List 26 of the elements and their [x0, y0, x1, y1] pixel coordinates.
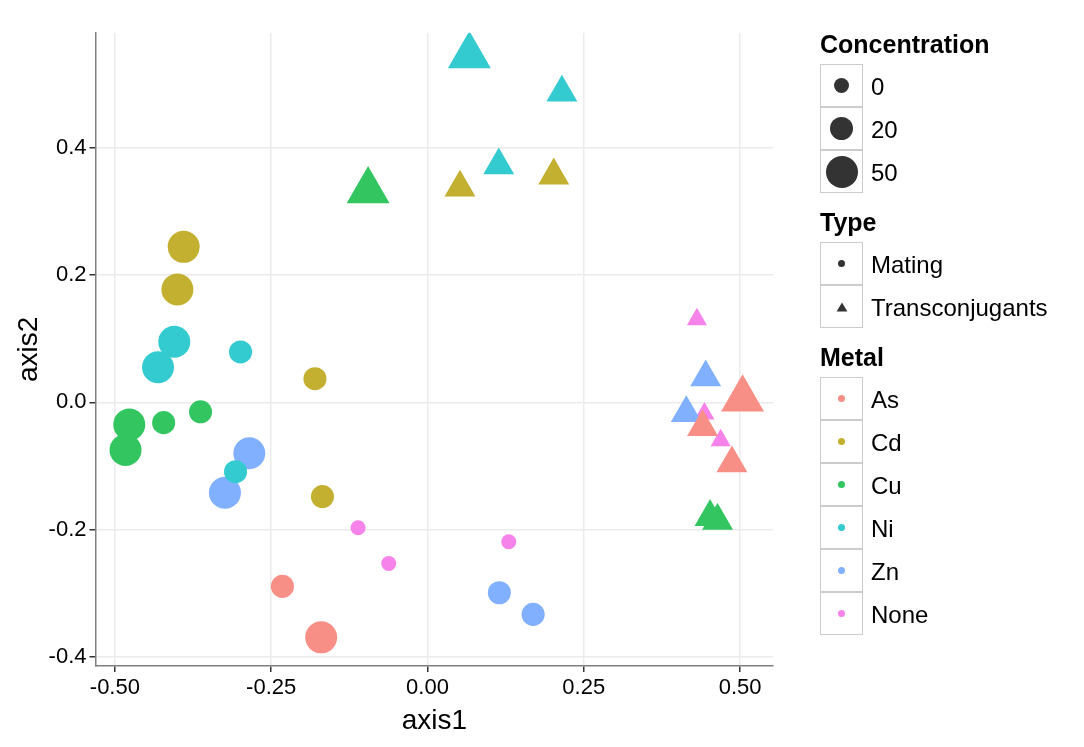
legend-label: 20: [871, 115, 898, 144]
legend-label: As: [871, 385, 900, 414]
legend-label: 0: [871, 72, 885, 101]
text: Transconjugants: [871, 293, 1048, 322]
x-axis-title: axis1: [401, 703, 468, 735]
x-tick-label: -0.50: [89, 674, 140, 700]
text: Concentration: [820, 30, 991, 59]
legend-label: None: [871, 600, 929, 629]
legend-label: Cu: [871, 471, 902, 500]
legend-label: Ni: [871, 514, 894, 543]
y-tick-label: -0.4: [48, 643, 87, 669]
x-tick-label: 0.50: [718, 674, 762, 700]
legend-label: Cd: [871, 428, 902, 457]
legend-title: Metal: [820, 343, 885, 372]
y-tick-label: 0.0: [55, 388, 87, 414]
y-tick-label: 0.2: [55, 260, 87, 286]
legend-label: Zn: [871, 557, 900, 586]
x-tick-label: 0.25: [562, 674, 606, 700]
y-tick-label: -0.2: [48, 515, 87, 541]
y-axis-title: axis2: [11, 316, 43, 383]
x-tick-label: 0.00: [406, 674, 449, 700]
legend-label: 50: [871, 158, 898, 187]
text: Mating: [871, 250, 944, 279]
x-tick-label: -0.25: [246, 674, 297, 700]
text: Type: [820, 208, 878, 237]
y-tick-label: 0.4: [55, 133, 87, 159]
